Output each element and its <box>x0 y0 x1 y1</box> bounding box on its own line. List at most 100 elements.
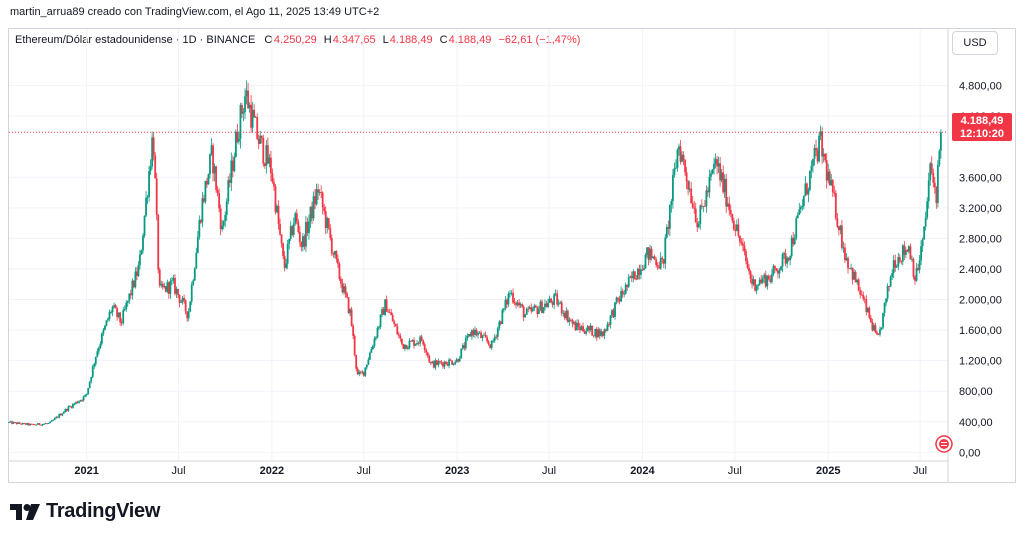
candle-body <box>260 135 263 138</box>
candle <box>90 376 93 384</box>
candle-body <box>687 181 690 190</box>
candle <box>538 305 540 315</box>
candle <box>582 322 584 332</box>
candle-body <box>600 331 603 336</box>
candle-body <box>209 154 211 175</box>
candle <box>123 305 126 312</box>
candle-body <box>20 423 23 425</box>
candle-body <box>375 337 377 339</box>
candle <box>407 345 409 351</box>
candle <box>432 360 435 369</box>
candle-body <box>372 346 374 350</box>
candle <box>525 307 528 315</box>
candle <box>752 275 755 287</box>
candle-body <box>926 201 929 218</box>
candle-body <box>691 203 694 208</box>
candle-body <box>729 210 732 214</box>
currency-button[interactable]: USD <box>952 31 998 55</box>
candle <box>216 185 219 197</box>
candle <box>142 233 144 254</box>
price-axis[interactable]: 0,00 400,00 800,00 1.200,00 1.600,00 2.000,00… <box>947 29 1002 482</box>
candle <box>781 252 784 273</box>
candle <box>842 241 845 253</box>
candle-body <box>638 268 641 275</box>
candle <box>475 328 478 337</box>
candle <box>35 424 38 426</box>
candle-body <box>201 198 204 223</box>
candle-body <box>314 196 316 205</box>
candle-body <box>113 305 115 307</box>
candle <box>44 422 47 425</box>
candle <box>56 416 59 419</box>
candle-body <box>428 355 431 363</box>
candle <box>612 308 615 318</box>
candle-body <box>186 311 189 319</box>
candle-body <box>350 309 353 326</box>
candle-body <box>571 320 574 324</box>
event-flag-icon[interactable] <box>935 435 953 453</box>
candle <box>553 292 556 310</box>
candle <box>449 358 452 361</box>
candle-body <box>210 145 213 155</box>
candle <box>895 264 898 268</box>
candle-body <box>270 157 272 174</box>
candle-body <box>131 280 134 296</box>
symbol-name[interactable]: Ethereum/Dólar estadounidense · 1D · BIN… <box>15 34 256 46</box>
candle <box>190 281 193 305</box>
candle-body <box>566 310 569 322</box>
candle-body <box>96 351 99 357</box>
candle <box>227 176 230 205</box>
candle <box>783 251 785 259</box>
candle <box>725 173 728 213</box>
candle <box>898 253 901 264</box>
candle <box>761 275 764 285</box>
candle <box>298 225 301 247</box>
candle-body <box>897 257 900 267</box>
candle-body <box>274 186 277 213</box>
time-axis[interactable]: 2021 Jul 2022 Jul 2023 Jul 2024 Jul 2025 Jul <box>9 460 948 477</box>
candle <box>787 257 790 262</box>
candle-body <box>573 322 575 324</box>
tradingview-logo[interactable]: TradingView <box>10 500 160 523</box>
candle-body <box>114 305 117 309</box>
candle <box>452 362 455 366</box>
candle <box>621 288 624 298</box>
candle <box>466 333 469 341</box>
candle <box>222 220 225 230</box>
candle <box>422 339 425 346</box>
candle <box>728 196 731 216</box>
candle-body <box>104 325 106 330</box>
candle-body <box>320 192 323 193</box>
candle-body <box>656 265 659 267</box>
candle <box>908 244 910 254</box>
candle <box>732 217 735 232</box>
candle-body <box>542 307 545 313</box>
candle <box>653 254 656 261</box>
candle <box>519 302 522 308</box>
candle-body <box>305 221 307 247</box>
candle-body <box>280 234 283 244</box>
candle-body <box>694 208 697 223</box>
candle <box>350 306 353 327</box>
candle <box>301 233 304 252</box>
candle-body <box>484 334 487 338</box>
time-tick-label: 2021 <box>74 465 98 477</box>
candle-body <box>559 302 562 304</box>
candle <box>675 159 677 170</box>
candle-body <box>906 250 909 252</box>
tradingview-logo-icon <box>10 503 40 520</box>
candle-body <box>908 246 910 252</box>
candle <box>894 254 897 272</box>
candle <box>85 393 88 397</box>
candle-body <box>355 354 358 369</box>
candle-body <box>37 423 39 425</box>
candle <box>373 336 376 348</box>
candle <box>440 359 443 366</box>
candle-body <box>175 288 178 294</box>
candle-body <box>158 269 161 286</box>
candle <box>184 299 187 315</box>
candle <box>780 265 782 271</box>
candle <box>410 340 412 342</box>
candle-body <box>859 290 862 295</box>
